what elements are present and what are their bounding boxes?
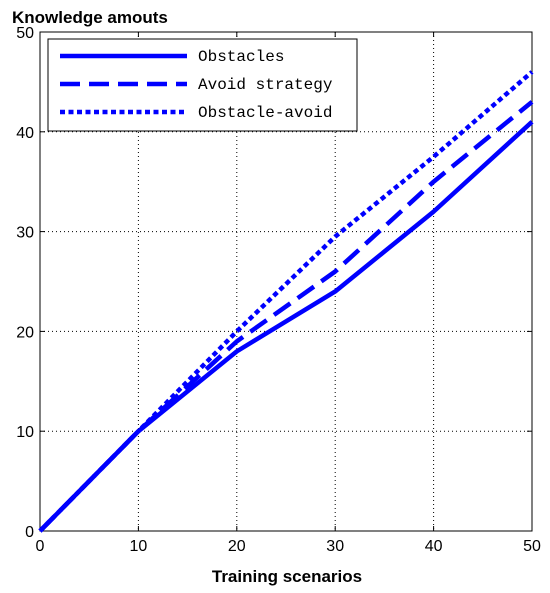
series-line-obstacles [38, 120, 534, 533]
x-tick-label: 40 [425, 538, 443, 555]
x-axis-title: Training scenarios [212, 567, 362, 586]
y-tick-label: 50 [16, 25, 34, 42]
legend-label: Obstacles [198, 48, 284, 66]
y-tick-label: 40 [16, 125, 34, 142]
y-tick-label: 30 [16, 225, 34, 242]
legend: Obstacles Avoid strategy Obstacle-avoid [47, 38, 358, 132]
plot-frame [39, 31, 533, 532]
series-line-obstacle-avoid [38, 70, 534, 533]
x-tick-label: 0 [36, 538, 45, 555]
series-line-avoid-strategy [38, 100, 534, 533]
legend-label: Obstacle-avoid [198, 104, 332, 122]
axis-ticks: 0 10 20 30 40 50 0 10 20 30 40 50 [16, 25, 541, 555]
x-tick-label: 10 [130, 538, 148, 555]
x-tick-label: 30 [326, 538, 344, 555]
y-axis-title: Knowledge amouts [12, 8, 168, 27]
legend-label: Avoid strategy [198, 76, 333, 94]
x-tick-label: 50 [523, 538, 541, 555]
series-layer [38, 70, 534, 533]
y-tick-label: 0 [25, 524, 34, 541]
y-tick-label: 20 [16, 324, 34, 341]
x-tick-label: 20 [228, 538, 246, 555]
y-tick-label: 10 [16, 424, 34, 441]
